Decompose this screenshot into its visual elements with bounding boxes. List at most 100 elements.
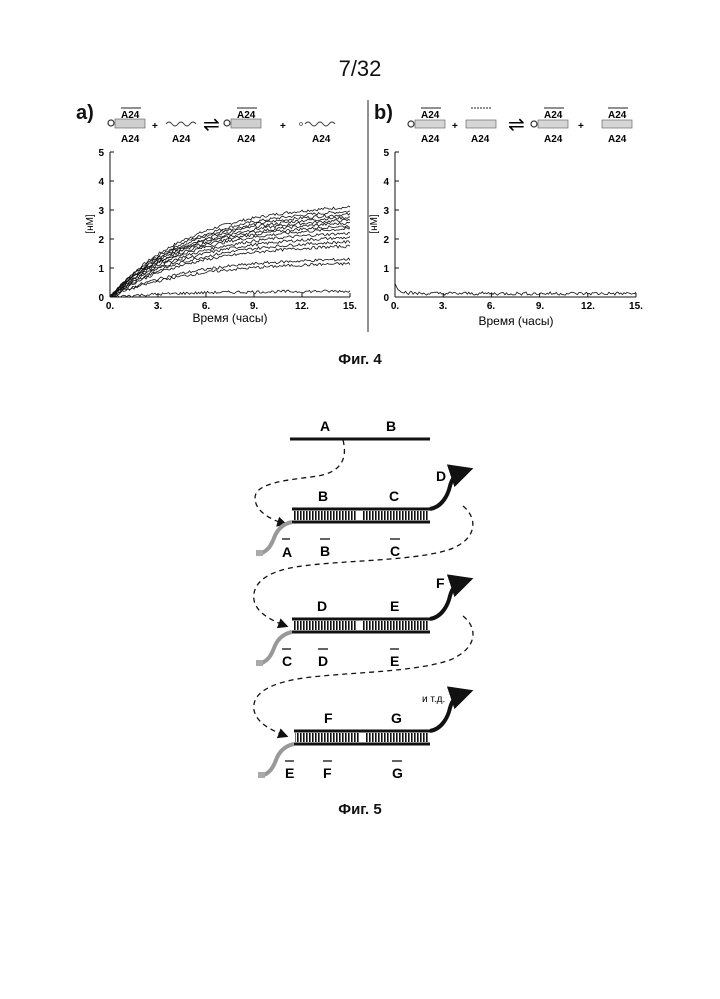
fluorophore-icon <box>531 121 537 127</box>
tail-end <box>256 550 263 556</box>
fluorophore-icon <box>108 120 114 126</box>
eq-a-plus1: + <box>152 121 158 132</box>
segment-label: B <box>318 488 328 504</box>
y-tick-label: 1 <box>383 264 389 275</box>
y-tick-label: 4 <box>383 177 389 188</box>
eq-b-plus1: + <box>452 121 458 132</box>
series-group <box>395 283 636 295</box>
plot-b: 0 1 2 3 4 5 0. 3. 6. 9. 12. 15. Время (ч… <box>369 148 643 328</box>
duplex-icon <box>538 120 568 128</box>
series-line <box>110 211 350 297</box>
tail-end <box>258 772 265 778</box>
y-axis-label: [нМ] <box>85 214 96 234</box>
ticks <box>395 152 636 297</box>
eq-a-plus2: + <box>280 121 286 132</box>
segment-label: G <box>391 710 402 726</box>
y-tick-label: 3 <box>383 206 389 217</box>
fluorophore-icon <box>224 120 230 126</box>
segment-label: E <box>390 598 399 614</box>
equilibrium-arrows: ⇌ <box>203 114 220 136</box>
y-tick-label: 5 <box>383 148 389 159</box>
eq-a-bot4: A24 <box>312 134 331 145</box>
base-pairs <box>363 511 429 520</box>
input-strand: A B <box>290 418 430 439</box>
base-pairs <box>293 621 357 630</box>
eq-b-bot1: A24 <box>421 134 440 145</box>
x-axis-label: Время (часы) <box>193 311 268 325</box>
base-pairs <box>293 511 357 520</box>
duplex-1: B C D A B C <box>256 468 462 560</box>
x-tick-label: 0. <box>391 301 400 312</box>
figure-5-caption: Фиг. 5 <box>0 801 720 818</box>
segment-label: A <box>320 418 330 434</box>
segment-label: C <box>282 653 292 669</box>
single-strand-icon <box>305 122 335 126</box>
y-tick-label: 2 <box>98 235 104 246</box>
eq-a-top3: A24 <box>237 110 256 121</box>
x-tick-label: 3. <box>154 301 163 312</box>
y-tick-label: 0 <box>98 293 104 304</box>
base-pairs <box>295 733 359 742</box>
series-line <box>110 241 350 297</box>
duplex-icon <box>415 120 445 128</box>
equilibrium-arrows: ⇌ <box>508 114 525 136</box>
figure-4: A24 A24 + A24 ⇌ A24 A24 + A24 A24 A24 <box>0 0 720 345</box>
segment-label: E <box>390 653 399 669</box>
x-tick-label: 15. <box>629 301 643 312</box>
fluorophore-icon <box>408 121 414 127</box>
eq-b-bot4: A24 <box>608 134 627 145</box>
y-tick-label: 1 <box>98 264 104 275</box>
eq-b-bot2: A24 <box>471 134 490 145</box>
duplex-2: D E F C D E <box>256 575 462 669</box>
eq-a-mid2: A24 <box>172 134 191 145</box>
tail-end <box>256 660 263 666</box>
segment-label: C <box>389 488 399 504</box>
series-line <box>110 290 350 297</box>
segment-label: G <box>392 765 403 781</box>
eq-b-top3: A24 <box>544 110 563 121</box>
segment-label: D <box>436 468 446 484</box>
x-tick-label: 15. <box>343 301 357 312</box>
segment-label: B <box>320 543 330 559</box>
panel-b-equation: A24 A24 + A24 ⇌ A24 A24 + A24 A24 <box>408 108 632 145</box>
x-axis-label: Время (часы) <box>479 314 554 328</box>
x-tick-label: 6. <box>487 301 496 312</box>
overhang-arrow <box>430 582 462 619</box>
duplex-3: F G и т.д. E F G <box>258 694 462 781</box>
segment-label: E <box>285 765 294 781</box>
segment-label: C <box>390 543 400 559</box>
x-tick-label: 9. <box>536 301 545 312</box>
duplex-icon <box>602 120 632 128</box>
y-tick-label: 2 <box>383 235 389 246</box>
eq-a-bot1: A24 <box>121 134 140 145</box>
eq-b-top1: A24 <box>421 110 440 121</box>
fluorophore-icon <box>300 123 303 126</box>
segment-label: F <box>436 575 445 591</box>
segment-label: B <box>386 418 396 434</box>
y-tick-label: 3 <box>98 206 104 217</box>
single-strand-icon <box>166 122 196 126</box>
series-group <box>110 206 350 297</box>
x-tick-label: 3. <box>439 301 448 312</box>
eq-b-bot3: A24 <box>544 134 563 145</box>
eq-a-bot3: A24 <box>237 134 256 145</box>
segment-label: F <box>324 710 333 726</box>
eq-b-plus2: + <box>578 121 584 132</box>
y-tick-label: 0 <box>383 293 389 304</box>
base-pairs <box>363 621 429 630</box>
y-tick-label: 5 <box>98 148 104 159</box>
eq-b-top4: A24 <box>608 110 627 121</box>
y-axis-label: [нМ] <box>369 214 380 234</box>
duplex-icon <box>466 120 496 128</box>
segment-label: A <box>282 544 292 560</box>
y-tick-label: 4 <box>98 177 104 188</box>
plot-a: 0 1 2 3 4 5 0. 3. 6. 9. 12. 15. Время (ч… <box>85 148 357 325</box>
x-tick-label: 12. <box>581 301 595 312</box>
segment-label: D <box>317 598 327 614</box>
segment-label: D <box>318 653 328 669</box>
x-tick-label: 0. <box>106 301 115 312</box>
etc-label: и т.д. <box>422 694 445 705</box>
eq-a-top1: A24 <box>121 110 140 121</box>
x-tick-label: 12. <box>295 301 309 312</box>
panel-a-equation: A24 A24 + A24 ⇌ A24 A24 + A24 <box>108 108 335 145</box>
